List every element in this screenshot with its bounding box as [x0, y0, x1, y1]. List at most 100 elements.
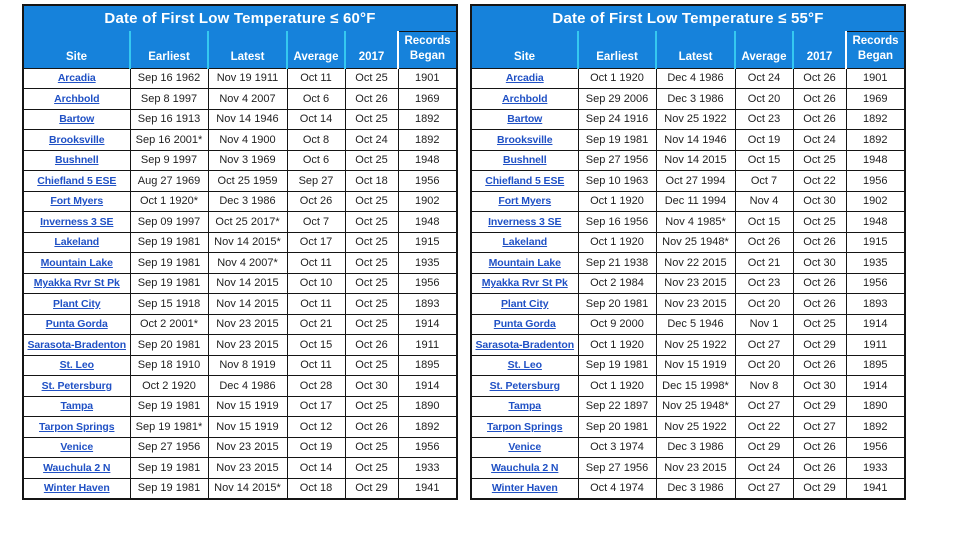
site-link[interactable]: Fort Myers — [50, 195, 104, 208]
site-link[interactable]: Fort Myers — [498, 195, 552, 208]
site-link[interactable]: Mountain Lake — [40, 256, 113, 269]
records-began-cell: 1948 — [845, 149, 906, 171]
site-link[interactable]: Bartow — [507, 113, 543, 126]
records-began-cell: 1933 — [397, 457, 458, 479]
records-began-cell: 1948 — [845, 211, 906, 233]
site-link[interactable]: Inverness 3 SE — [40, 215, 114, 228]
site-link[interactable]: Winter Haven — [43, 482, 110, 494]
records-line1: Records — [852, 34, 899, 47]
average-cell: Nov 1 — [734, 313, 794, 335]
site-link[interactable]: Arcadia — [505, 72, 544, 85]
site-link[interactable]: Inverness 3 SE — [488, 215, 562, 228]
average-cell: Sep 27 — [286, 170, 346, 192]
site-link[interactable]: St. Petersburg — [489, 379, 560, 392]
average-cell: Oct 15 — [286, 334, 346, 356]
site-link[interactable]: Bushnell — [54, 154, 99, 167]
year-2017-cell: Oct 26 — [792, 67, 847, 89]
site-link[interactable]: Lakeland — [54, 236, 100, 249]
table-row: Fort Myers Oct 1 1920 Dec 11 1994 Nov 4 … — [470, 190, 906, 212]
site-link[interactable]: Tarpon Springs — [487, 420, 563, 433]
table-row: Mountain Lake Sep 21 1938 Nov 22 2015 Oc… — [470, 252, 906, 274]
site-link[interactable]: Punta Gorda — [45, 318, 108, 331]
earliest-cell: Sep 19 1981 — [577, 129, 657, 151]
site-link[interactable]: St. Leo — [59, 359, 94, 372]
site-link[interactable]: Myakka Rvr St Pk — [33, 277, 120, 290]
earliest-cell: Sep 19 1981 — [577, 354, 657, 376]
site-link[interactable]: Bartow — [59, 113, 95, 126]
site-link[interactable]: Winter Haven — [491, 482, 558, 494]
year-2017-cell: Oct 30 — [792, 375, 847, 397]
site-link[interactable]: Chiefland 5 ESE — [37, 174, 117, 187]
table-row: Myakka Rvr St Pk Oct 2 1984 Nov 23 2015 … — [470, 272, 906, 294]
site-link[interactable]: St. Leo — [507, 359, 542, 372]
site-link[interactable]: St. Petersburg — [41, 379, 112, 392]
column-header-latest: Latest — [655, 31, 735, 68]
site-link[interactable]: Plant City — [53, 297, 101, 310]
site-cell: Mountain Lake — [22, 252, 131, 274]
year-2017-cell: Oct 29 — [792, 477, 847, 499]
table-row: Sarasota-Bradenton Oct 1 1920 Nov 25 192… — [470, 334, 906, 356]
year-2017-cell: Oct 25 — [344, 457, 399, 479]
earliest-cell: Oct 2 2001* — [129, 313, 209, 335]
year-2017-cell: Oct 18 — [344, 170, 399, 192]
site-link[interactable]: Archbold — [54, 92, 100, 105]
earliest-cell: Sep 19 1981 — [129, 272, 209, 294]
latest-cell: Oct 27 1994 — [655, 170, 736, 192]
table-row: Chiefland 5 ESE Sep 10 1963 Oct 27 1994 … — [470, 170, 906, 192]
latest-cell: Nov 23 2015 — [655, 272, 736, 294]
table-title: Date of First Low Temperature ≤ 55°F — [471, 5, 906, 31]
site-link[interactable]: Tarpon Springs — [39, 420, 115, 433]
site-link[interactable]: Brooksville — [48, 133, 105, 146]
site-cell: St. Leo — [22, 354, 131, 376]
records-began-cell: 1948 — [397, 211, 458, 233]
records-began-cell: 1911 — [397, 334, 458, 356]
records-began-cell: 1956 — [845, 170, 906, 192]
records-began-cell: 1956 — [397, 272, 458, 294]
year-2017-cell: Oct 24 — [344, 129, 399, 151]
latest-cell: Nov 25 1948* — [655, 395, 736, 417]
year-2017-cell: Oct 26 — [792, 272, 847, 294]
earliest-cell: Sep 16 1913 — [129, 108, 209, 130]
year-2017-cell: Oct 25 — [344, 293, 399, 315]
site-link[interactable]: Wauchula 2 N — [491, 461, 559, 474]
records-began-cell: 1914 — [397, 375, 458, 397]
site-link[interactable]: Venice — [508, 441, 542, 454]
site-link[interactable]: Sarasota-Bradenton — [27, 338, 127, 351]
average-cell: Oct 11 — [286, 354, 346, 376]
earliest-cell: Oct 1 1920 — [577, 231, 657, 253]
site-link[interactable]: Chiefland 5 ESE — [485, 174, 565, 187]
site-link[interactable]: Sarasota-Bradenton — [475, 338, 575, 351]
site-link[interactable]: Bushnell — [502, 154, 547, 167]
site-link[interactable]: Tampa — [60, 400, 94, 413]
records-began-cell: 1914 — [845, 375, 906, 397]
site-cell: Fort Myers — [470, 190, 579, 212]
records-began-cell: 1915 — [397, 231, 458, 253]
site-link[interactable]: Myakka Rvr St Pk — [481, 277, 568, 290]
site-cell: Punta Gorda — [470, 313, 579, 335]
site-link[interactable]: Archbold — [502, 92, 548, 105]
average-cell: Oct 23 — [734, 108, 794, 130]
records-began-cell: 1902 — [397, 190, 458, 212]
average-cell: Oct 24 — [734, 457, 794, 479]
site-link[interactable]: Lakeland — [502, 236, 548, 249]
latest-cell: Dec 3 1986 — [655, 477, 736, 499]
earliest-cell: Sep 16 1956 — [577, 211, 657, 233]
earliest-cell: Sep 20 1981 — [577, 293, 657, 315]
site-link[interactable]: Arcadia — [57, 72, 96, 85]
site-link[interactable]: Plant City — [501, 297, 549, 310]
site-cell: Winter Haven — [22, 477, 131, 499]
site-link[interactable]: Punta Gorda — [493, 318, 556, 331]
earliest-cell: Sep 09 1997 — [129, 211, 209, 233]
table-first-low-60f: Date of First Low Temperature ≤ 60°F Sit… — [22, 4, 459, 500]
site-cell: Plant City — [22, 293, 131, 315]
site-link[interactable]: Venice — [60, 441, 94, 454]
year-2017-cell: Oct 26 — [344, 88, 399, 110]
site-link[interactable]: Mountain Lake — [488, 256, 561, 269]
earliest-cell: Sep 22 1897 — [577, 395, 657, 417]
site-link[interactable]: Brooksville — [496, 133, 553, 146]
site-link[interactable]: Wauchula 2 N — [43, 461, 111, 474]
site-cell: Tampa — [470, 395, 579, 417]
site-link[interactable]: Tampa — [508, 400, 542, 413]
average-cell: Oct 20 — [734, 88, 794, 110]
earliest-cell: Oct 3 1974 — [577, 436, 657, 458]
